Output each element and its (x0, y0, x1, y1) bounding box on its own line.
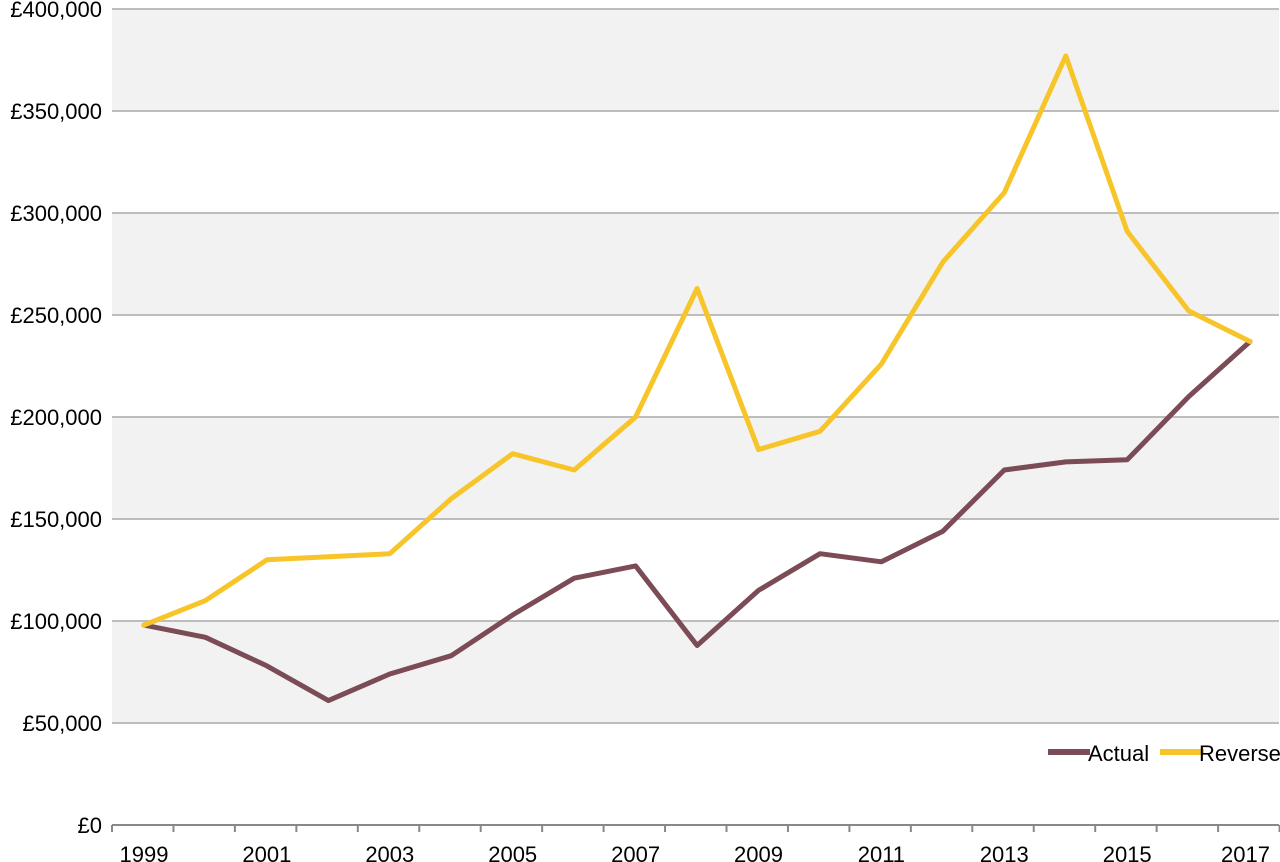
legend-label-reversed: Reversed (1199, 741, 1280, 766)
background-band (112, 417, 1279, 519)
series-line-reversed (141, 53, 1253, 628)
legend: Actual Reversed (1048, 741, 1280, 766)
y-tick-label: £50,000 (22, 711, 102, 736)
background-bands (112, 9, 1279, 723)
y-tick-label: £200,000 (10, 405, 102, 430)
x-tick-label: 1999 (120, 842, 169, 862)
gridlines (112, 8, 1279, 724)
y-tick-label: £300,000 (10, 201, 102, 226)
y-tick-label: £0 (78, 813, 102, 838)
series-lines (141, 53, 1253, 704)
background-band (112, 213, 1279, 315)
x-tick-label: 2003 (365, 842, 414, 862)
y-tick-label: £250,000 (10, 303, 102, 328)
x-tick-label: 2001 (242, 842, 291, 862)
y-tick-label: £350,000 (10, 99, 102, 124)
x-tick-label: 2013 (980, 842, 1029, 862)
y-tick-label: £100,000 (10, 609, 102, 634)
x-tick-label: 2005 (488, 842, 537, 862)
x-tick-label: 2011 (858, 842, 905, 862)
y-tick-label: £150,000 (10, 507, 102, 532)
background-band (112, 621, 1279, 723)
y-axis-ticks: £0 £50,000 £100,000 £150,000 £200,000 £250,00… (10, 0, 102, 838)
x-tick-label: 2009 (734, 842, 783, 862)
x-tick-label: 2007 (611, 842, 660, 862)
y-tick-label: £400,000 (10, 0, 102, 22)
series-line-actual (141, 339, 1253, 704)
x-tick-label: 2017 (1221, 842, 1270, 862)
legend-label-actual: Actual (1088, 741, 1149, 766)
background-band (112, 9, 1279, 111)
x-axis: 1999 2001 2003 2005 2007 2009 2011 2013 2015 2017 (111, 824, 1280, 862)
x-tick-label: 2015 (1103, 842, 1152, 862)
